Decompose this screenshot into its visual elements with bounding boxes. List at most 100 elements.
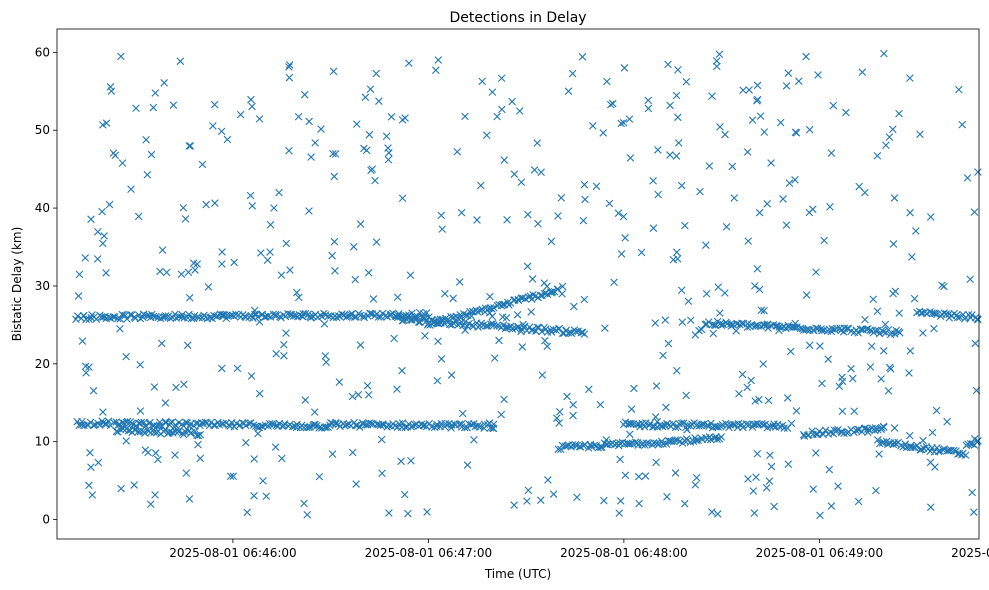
data-point: [832, 324, 841, 333]
data-point: [971, 339, 980, 348]
data-point: [242, 313, 250, 322]
data-point: [905, 369, 913, 377]
data-point: [382, 132, 391, 141]
data-point: [247, 372, 256, 380]
data-point: [834, 482, 842, 490]
x-axis: 2025-08-01 06:46:00 2025-08-01 06:47:00 20…: [169, 539, 989, 560]
data-point: [888, 125, 897, 134]
data-point: [106, 83, 115, 91]
data-point: [255, 389, 264, 398]
data-point: [285, 63, 293, 71]
data-point: [619, 212, 628, 221]
data-points: [72, 49, 982, 520]
data-point: [441, 419, 450, 428]
data-point: [678, 318, 687, 326]
data-point: [592, 182, 601, 191]
data-point: [968, 311, 976, 319]
data-point: [580, 295, 589, 304]
data-point: [455, 278, 464, 286]
data-point: [829, 101, 838, 110]
data-point: [928, 428, 937, 437]
data-point: [716, 123, 724, 131]
data-point: [202, 200, 210, 209]
data-point: [692, 436, 701, 445]
data-point: [364, 390, 373, 399]
data-point: [282, 239, 291, 248]
data-point: [974, 437, 982, 445]
data-point: [463, 461, 472, 469]
data-point: [882, 141, 890, 150]
data-point: [405, 59, 413, 67]
data-point: [263, 256, 272, 264]
data-point: [861, 315, 869, 324]
data-point: [744, 475, 752, 483]
data-point: [461, 112, 469, 121]
data-point: [854, 497, 863, 506]
data-point: [78, 337, 87, 345]
data-point: [495, 336, 503, 345]
data-point: [784, 69, 793, 77]
data-point: [861, 424, 870, 432]
data-point: [632, 420, 641, 429]
data-point: [821, 426, 830, 435]
data-point: [761, 420, 770, 429]
data-point: [497, 74, 506, 83]
data-point: [674, 139, 683, 147]
data-point: [123, 417, 132, 426]
data-point: [651, 319, 660, 327]
data-point: [361, 93, 370, 102]
data-point: [524, 210, 532, 219]
data-point: [398, 419, 407, 427]
data-point: [650, 422, 659, 431]
data-point: [891, 287, 900, 296]
data-point: [130, 481, 138, 489]
data-point: [161, 399, 170, 407]
data-point: [871, 426, 879, 435]
data-point: [179, 203, 188, 212]
data-point: [88, 491, 97, 499]
data-point: [461, 326, 469, 334]
data-point: [75, 270, 84, 279]
data-point: [204, 283, 213, 291]
data-point: [245, 419, 253, 428]
data-point: [156, 314, 165, 323]
data-point: [449, 294, 457, 303]
data-point: [109, 313, 117, 321]
data-point: [626, 430, 634, 439]
data-point: [217, 364, 226, 373]
data-point: [122, 352, 130, 361]
data-point: [852, 426, 860, 434]
data-point: [141, 429, 149, 438]
data-point: [641, 472, 650, 480]
data-point: [767, 462, 776, 471]
data-point: [196, 430, 205, 439]
data-point: [109, 149, 118, 157]
data-point: [523, 262, 532, 271]
data-point: [268, 419, 276, 428]
data-point: [141, 446, 150, 454]
data-point: [201, 418, 210, 427]
data-point: [794, 77, 803, 85]
data-point: [271, 443, 280, 451]
data-point: [321, 352, 330, 360]
data-point: [142, 136, 150, 144]
data-point: [617, 119, 625, 128]
data-point: [194, 440, 202, 449]
data-point: [747, 376, 755, 385]
data-point: [489, 420, 498, 429]
data-point: [182, 469, 191, 477]
data-point: [674, 66, 682, 74]
data-point: [812, 449, 820, 457]
data-point: [233, 364, 242, 373]
data-point: [759, 421, 767, 429]
data-point: [938, 281, 946, 290]
data-point: [384, 421, 393, 429]
data-point: [377, 435, 386, 444]
data-point: [696, 187, 704, 196]
data-point: [759, 360, 768, 368]
data-point: [335, 378, 344, 386]
data-point: [211, 199, 219, 207]
data-point: [717, 433, 726, 441]
data-point: [375, 97, 383, 105]
data-point: [538, 327, 546, 336]
